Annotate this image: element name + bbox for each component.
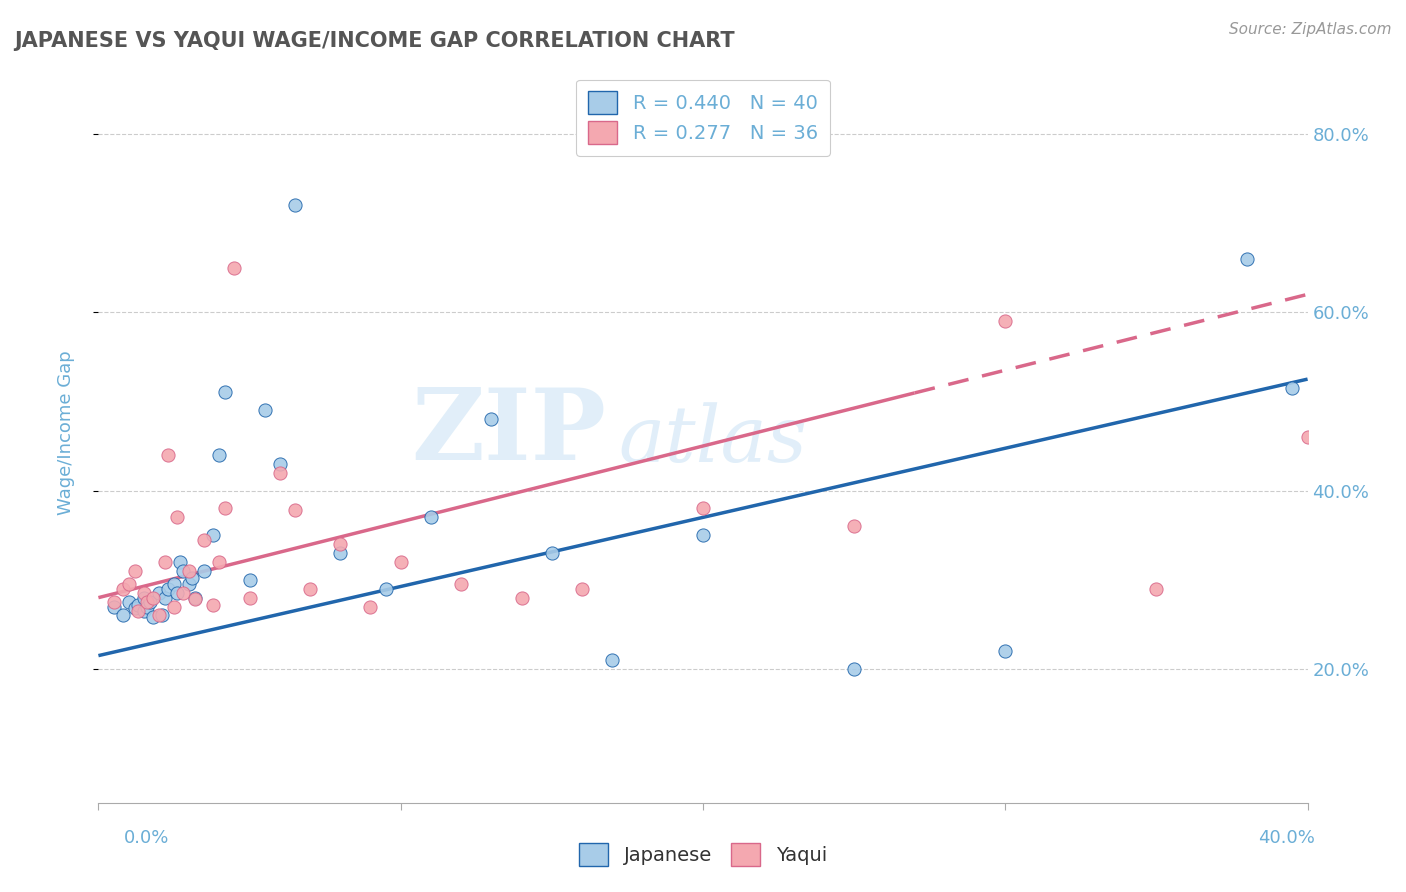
Legend: Japanese, Yaqui: Japanese, Yaqui xyxy=(571,835,835,873)
Point xyxy=(214,501,236,516)
Point xyxy=(269,466,291,480)
Point xyxy=(132,604,155,618)
Point xyxy=(389,555,412,569)
Text: 40.0%: 40.0% xyxy=(1258,829,1315,847)
Point xyxy=(150,608,173,623)
Point xyxy=(156,582,179,596)
Point xyxy=(208,555,231,569)
Point xyxy=(118,577,141,591)
Point xyxy=(360,599,382,614)
Point xyxy=(284,198,307,212)
Point xyxy=(153,555,176,569)
Point xyxy=(142,610,165,624)
Text: JAPANESE VS YAQUI WAGE/INCOME GAP CORRELATION CHART: JAPANESE VS YAQUI WAGE/INCOME GAP CORREL… xyxy=(14,31,735,51)
Point xyxy=(139,595,162,609)
Point xyxy=(239,573,262,587)
Point xyxy=(163,599,186,614)
Point xyxy=(124,601,146,615)
Point xyxy=(1296,430,1319,444)
Point xyxy=(135,599,157,614)
Legend: R = 0.440   N = 40, R = 0.277   N = 36: R = 0.440 N = 40, R = 0.277 N = 36 xyxy=(576,79,830,155)
Point xyxy=(284,503,307,517)
Text: ZIP: ZIP xyxy=(412,384,606,481)
Point xyxy=(193,564,215,578)
Point xyxy=(124,564,146,578)
Point xyxy=(169,555,191,569)
Point xyxy=(148,586,170,600)
Point xyxy=(172,564,194,578)
Point xyxy=(166,510,188,524)
Point xyxy=(450,577,472,591)
Point xyxy=(181,571,204,585)
Point xyxy=(602,653,624,667)
Y-axis label: Wage/Income Gap: Wage/Income Gap xyxy=(56,351,75,515)
Point xyxy=(148,608,170,623)
Point xyxy=(172,586,194,600)
Point xyxy=(510,591,533,605)
Point xyxy=(994,314,1017,328)
Point xyxy=(540,546,562,560)
Point xyxy=(103,599,125,614)
Point xyxy=(111,582,134,596)
Point xyxy=(153,591,176,605)
Point xyxy=(166,586,188,600)
Point xyxy=(994,644,1017,658)
Point xyxy=(692,528,714,542)
Point xyxy=(103,595,125,609)
Point xyxy=(1144,582,1167,596)
Point xyxy=(692,501,714,516)
Text: Source: ZipAtlas.com: Source: ZipAtlas.com xyxy=(1229,22,1392,37)
Point xyxy=(1236,252,1258,266)
Point xyxy=(179,577,201,591)
Point xyxy=(132,586,155,600)
Point xyxy=(111,608,134,623)
Point xyxy=(127,604,149,618)
Point xyxy=(156,448,179,462)
Point xyxy=(193,533,215,547)
Point xyxy=(1281,381,1303,395)
Point xyxy=(269,457,291,471)
Point xyxy=(481,412,503,426)
Point xyxy=(239,591,262,605)
Point xyxy=(202,598,225,612)
Point xyxy=(329,537,352,551)
Text: 0.0%: 0.0% xyxy=(124,829,169,847)
Point xyxy=(142,591,165,605)
Point xyxy=(163,577,186,591)
Point xyxy=(127,598,149,612)
Point xyxy=(184,592,207,607)
Point xyxy=(844,519,866,533)
Point xyxy=(132,591,155,605)
Point xyxy=(571,582,593,596)
Point xyxy=(208,448,231,462)
Point xyxy=(184,591,207,605)
Point xyxy=(202,528,225,542)
Point xyxy=(135,595,157,609)
Point xyxy=(179,564,201,578)
Point xyxy=(420,510,443,524)
Text: atlas: atlas xyxy=(619,402,807,478)
Point xyxy=(118,595,141,609)
Point xyxy=(329,546,352,560)
Point xyxy=(253,403,276,417)
Point xyxy=(224,260,246,275)
Point xyxy=(299,582,322,596)
Point xyxy=(214,385,236,400)
Point xyxy=(374,582,396,596)
Point xyxy=(844,662,866,676)
